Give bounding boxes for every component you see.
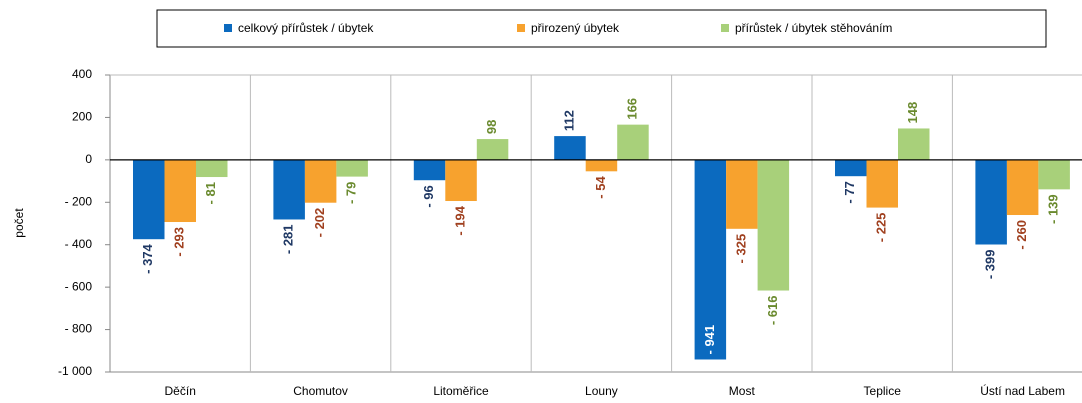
bar bbox=[757, 159, 790, 291]
bar bbox=[866, 159, 898, 208]
y-tick-label: - 600 bbox=[65, 279, 93, 293]
bar bbox=[694, 159, 727, 360]
bar bbox=[196, 159, 228, 178]
x-tick-label: Děčín bbox=[165, 384, 196, 398]
legend-label: přirozený úbytek bbox=[531, 21, 620, 35]
data-label: - 293 bbox=[172, 227, 187, 257]
bar bbox=[445, 159, 477, 202]
y-tick-label: 0 bbox=[85, 152, 92, 166]
data-label: - 81 bbox=[203, 182, 218, 204]
y-tick-label: - 400 bbox=[65, 237, 93, 251]
bar bbox=[898, 128, 930, 160]
bar bbox=[304, 159, 337, 203]
legend-label: přírůstek / úbytek stěhováním bbox=[735, 21, 892, 35]
data-label: - 399 bbox=[983, 250, 998, 280]
y-tick-label: - 800 bbox=[65, 322, 93, 336]
x-tick-label: Louny bbox=[585, 384, 618, 398]
x-tick-label: Most bbox=[729, 384, 756, 398]
bar bbox=[133, 159, 165, 240]
bar bbox=[585, 159, 618, 172]
data-label: - 54 bbox=[593, 176, 608, 199]
y-tick-label: - 200 bbox=[65, 194, 93, 208]
legend-swatch bbox=[721, 24, 729, 32]
data-label: - 374 bbox=[140, 243, 155, 273]
bar bbox=[554, 136, 586, 160]
data-label: - 941 bbox=[702, 325, 717, 355]
bar bbox=[1006, 159, 1039, 216]
y-tick-label: 200 bbox=[72, 110, 92, 124]
bar bbox=[617, 124, 649, 160]
data-label: - 194 bbox=[452, 205, 467, 235]
data-label: - 96 bbox=[421, 185, 436, 207]
legend-swatch bbox=[517, 24, 525, 32]
data-label: 98 bbox=[484, 120, 499, 134]
bar bbox=[835, 159, 867, 177]
bar bbox=[336, 159, 368, 177]
bar bbox=[476, 139, 509, 160]
y-tick-label: -1 000 bbox=[58, 364, 92, 378]
x-tick-label: Teplice bbox=[864, 384, 902, 398]
bar bbox=[975, 159, 1007, 245]
data-label: - 616 bbox=[765, 296, 780, 326]
legend-swatch bbox=[224, 24, 232, 32]
data-label: 148 bbox=[905, 102, 920, 124]
data-label: 112 bbox=[561, 110, 576, 131]
x-tick-label: Chomutov bbox=[293, 384, 348, 398]
data-label: - 79 bbox=[344, 182, 359, 204]
bar bbox=[164, 159, 196, 223]
data-label: - 325 bbox=[733, 234, 748, 264]
bar bbox=[273, 159, 305, 220]
y-axis-label: počet bbox=[12, 208, 26, 238]
data-label: - 202 bbox=[312, 208, 327, 238]
bar bbox=[726, 159, 758, 229]
data-label: 166 bbox=[624, 98, 639, 120]
bar bbox=[1038, 159, 1070, 190]
x-tick-label: Ústí nad Labem bbox=[980, 383, 1065, 398]
legend-box bbox=[156, 9, 1047, 48]
data-label: - 225 bbox=[874, 213, 889, 243]
data-label: - 260 bbox=[1014, 220, 1029, 250]
bar bbox=[413, 159, 446, 181]
data-label: - 77 bbox=[842, 181, 857, 203]
y-tick-label: 400 bbox=[72, 67, 92, 81]
data-label: - 281 bbox=[281, 224, 296, 254]
data-label: - 139 bbox=[1046, 194, 1061, 224]
legend-label: celkový přírůstek / úbytek bbox=[238, 21, 374, 35]
x-tick-label: Litoměřice bbox=[433, 384, 489, 398]
